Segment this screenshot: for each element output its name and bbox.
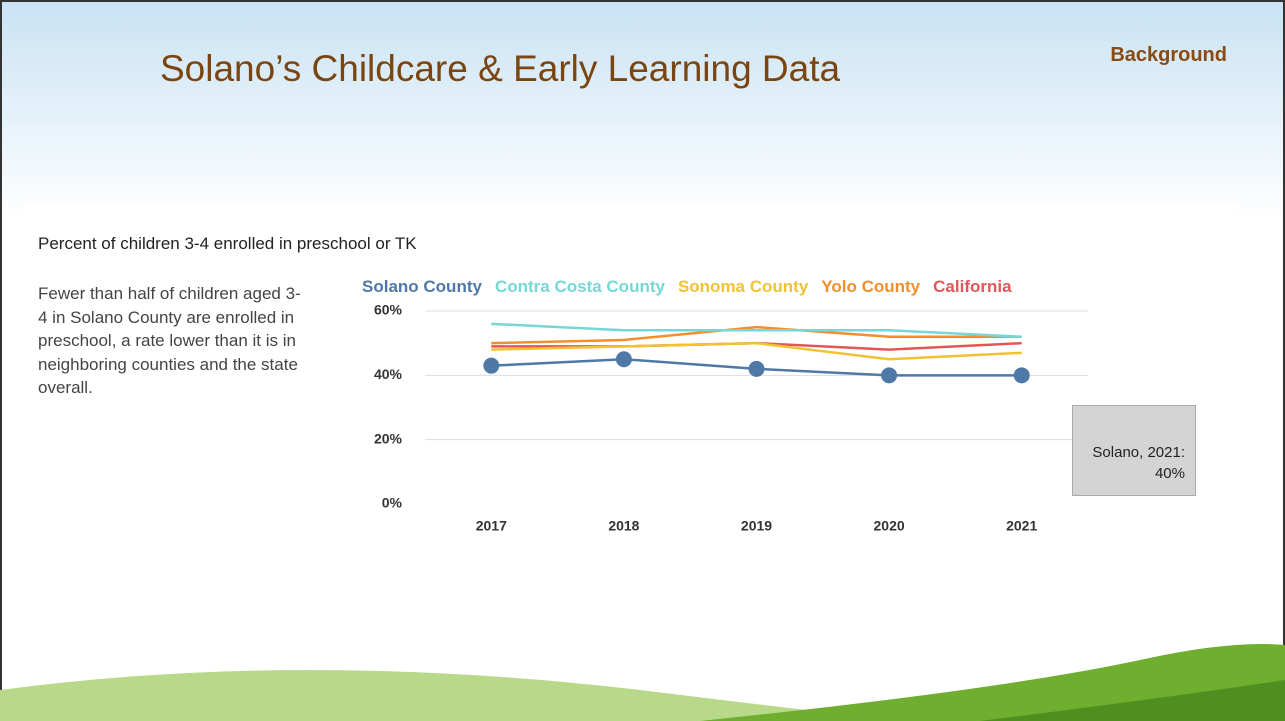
series-line [491,322,1022,338]
hill [0,670,900,721]
chart-title: Percent of children 3-4 enrolled in pres… [38,234,417,253]
y-tick-label: 60% [374,302,403,318]
point [615,351,632,368]
x-tick-label: 2017 [476,518,507,534]
slide-title: Solano’s Childcare & Early Learning Data [160,48,841,89]
x-tick-label: 2019 [741,518,772,534]
legend-entry: Yolo County [821,277,921,296]
chart-card [22,205,1237,547]
annotation: Solano, 2021: 40% [1072,405,1196,496]
point [748,360,765,377]
point [881,367,898,384]
legend-entry: Sonoma County [677,277,809,296]
y-tick-label: 0% [382,495,403,511]
legend-entry: Solano County [362,277,482,296]
point [483,357,500,374]
legend: Solano County Contra Costa County Sonoma C… [362,277,1012,297]
series-line [491,341,1022,361]
series-line [491,325,1022,345]
y-tick-label: 20% [374,430,403,446]
x-tick-label: 2020 [874,518,905,534]
legend-entry: California [933,277,1012,296]
description: Fewer than half of children aged 3-4 in … [38,284,301,397]
x-tick-label: 2018 [608,518,639,534]
hill [980,680,1285,721]
y-tick-label: 40% [374,366,403,382]
x-tick-label: 2021 [1006,518,1037,534]
section-tag: Background [1110,44,1227,66]
legend-entry: Contra Costa County [494,277,665,296]
point [1013,367,1030,384]
